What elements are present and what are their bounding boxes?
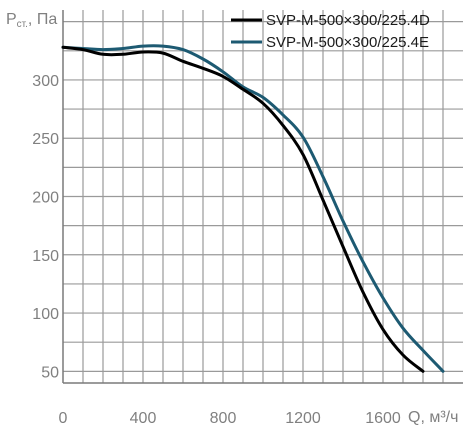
series-line-4d — [61, 45, 425, 373]
x-tick-labels: 0 400 800 1200 1600 — [59, 410, 401, 427]
y-tick-label: 200 — [32, 190, 59, 207]
series-lines — [61, 44, 445, 373]
grid — [62, 10, 463, 384]
y-tick-label: 300 — [32, 73, 59, 90]
y-tick-label: 50 — [41, 364, 59, 381]
legend-label-d: SVP-M-500×300/225.4D — [266, 12, 430, 29]
x-tick-label: 1200 — [285, 410, 321, 427]
legend-label-e: SVP-M-500×300/225.4E — [266, 34, 429, 51]
y-tick-label: 250 — [32, 131, 59, 148]
y-tick-labels: 50 100 150 200 250 300 — [32, 73, 59, 381]
legend: SVP-M-500×300/225.4D SVP-M-500×300/225.4… — [231, 12, 430, 51]
series-line-4e — [61, 44, 445, 373]
x-axis-title: Q, м³/ч — [408, 409, 458, 426]
x-tick-label: 0 — [59, 410, 68, 427]
y-tick-label: 100 — [32, 306, 59, 323]
y-tick-label: 150 — [32, 248, 59, 265]
x-tick-label: 400 — [130, 410, 157, 427]
x-tick-label: 800 — [210, 410, 237, 427]
x-tick-label: 1600 — [365, 410, 401, 427]
y-axis-title: Pст., Па — [6, 11, 57, 30]
